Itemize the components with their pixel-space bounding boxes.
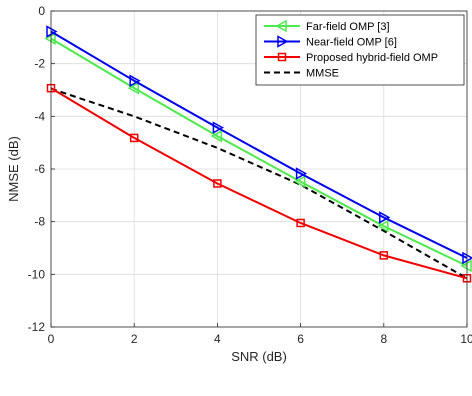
data-point: [44, 32, 56, 45]
y-tick-label: -10: [28, 267, 46, 281]
data-point: [460, 259, 472, 273]
series-0: [44, 32, 472, 273]
data-point: [295, 167, 308, 180]
x-tick-label: 8: [380, 332, 387, 346]
x-tick-label: 4: [214, 332, 221, 346]
y-tick-label: -4: [34, 109, 45, 123]
y-tick-label: -6: [34, 162, 45, 176]
data-point: [462, 251, 472, 265]
y-tick-label: 0: [38, 4, 45, 18]
y-tick-label: -8: [34, 215, 45, 229]
data-point: [379, 251, 389, 260]
x-tick-label: 0: [48, 332, 55, 346]
data-point: [129, 74, 141, 88]
legend-entry: MMSE: [264, 68, 339, 80]
series-2: [46, 83, 472, 283]
data-point: [294, 175, 306, 188]
series-1: [46, 25, 472, 265]
legend-label: MMSE: [306, 68, 339, 80]
legend-entry: Near-field OMP [6]: [264, 35, 397, 49]
data-point: [127, 81, 139, 95]
x-tick-label: 2: [131, 332, 138, 346]
series-line: [50, 87, 468, 280]
legend-label: Near-field OMP [6]: [306, 37, 397, 49]
series-line: [50, 30, 468, 259]
legend: Far-field OMP [3] Near-field OMP [6] Propo…: [255, 14, 465, 86]
legend-entry: Proposed hybrid-field OMP: [264, 52, 438, 64]
data-point: [377, 219, 389, 233]
legend-swatch-marker: [277, 52, 287, 62]
series-layer: [44, 25, 472, 283]
legend-swatch-marker: [275, 19, 287, 33]
x-axis-label: SNR (dB): [231, 349, 287, 364]
x-tick-label: 10: [460, 332, 472, 346]
legend-swatch-marker: [277, 35, 289, 48]
grid: [50, 10, 468, 328]
y-tick-label: -2: [34, 57, 45, 71]
data-point: [46, 25, 58, 38]
data-point: [210, 129, 223, 143]
data-point: [129, 133, 139, 143]
series-3: [50, 87, 468, 280]
series-line: [50, 37, 468, 267]
axis-ticks: 0 2 4 6 8 10 -12 -10 -8 -6 -4 -2 0: [28, 4, 472, 346]
y-tick-label: -12: [28, 320, 46, 334]
data-point: [213, 179, 222, 188]
data-point: [212, 121, 224, 134]
x-tick-label: 6: [297, 332, 304, 346]
data-point: [379, 211, 391, 224]
data-point: [296, 218, 305, 228]
legend-label: Far-field OMP [3]: [306, 21, 390, 33]
series-line: [50, 87, 468, 280]
legend-label: Proposed hybrid-field OMP: [306, 52, 438, 64]
y-axis-label: NMSE (dB): [6, 136, 21, 202]
legend-entry: Far-field OMP [3]: [264, 19, 390, 33]
